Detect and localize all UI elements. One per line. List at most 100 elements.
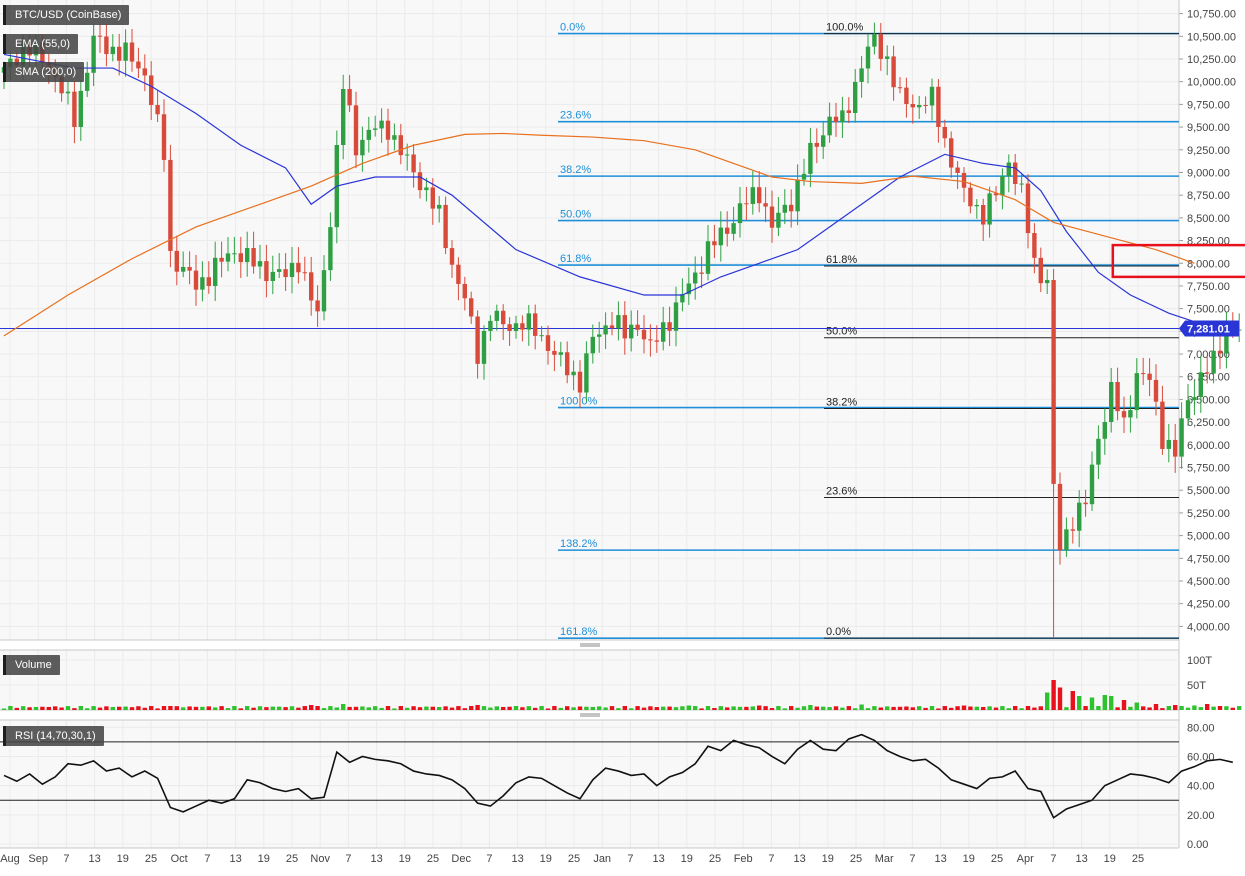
volume-bar — [1205, 704, 1210, 710]
candle — [488, 320, 493, 331]
candle — [609, 325, 615, 329]
candle — [225, 253, 231, 262]
candle — [379, 120, 384, 129]
candle — [577, 371, 583, 393]
volume-bar — [763, 706, 768, 710]
volume-bar — [789, 706, 794, 710]
volume-bar — [1006, 708, 1011, 710]
candle — [718, 227, 723, 246]
volume-bar — [654, 707, 659, 710]
volume-bar — [1173, 705, 1178, 710]
volume-bar — [1128, 706, 1133, 710]
x-tick-label: Aug — [0, 853, 20, 865]
volume-bar — [46, 706, 51, 710]
x-tick-label: 7 — [909, 853, 915, 865]
volume-bar — [1166, 706, 1171, 710]
candle — [520, 323, 525, 330]
x-tick-label: Oct — [171, 853, 188, 865]
y-tick-label: 5,000.00 — [1187, 531, 1230, 543]
volume-bar — [1102, 695, 1107, 710]
candle — [1179, 418, 1184, 457]
volume-bar — [219, 706, 224, 710]
rsi-tick-label: 60.00 — [1187, 751, 1215, 763]
candle — [1147, 373, 1152, 380]
volume-tick-label: 50T — [1187, 680, 1206, 692]
candle — [149, 75, 154, 106]
x-tick-label: 13 — [1075, 853, 1087, 865]
candle — [200, 277, 205, 290]
volume-bar — [891, 706, 896, 710]
volume-bar — [1025, 706, 1031, 710]
volume-bar — [603, 707, 608, 710]
y-tick-label: 5,250.00 — [1187, 508, 1230, 520]
candle — [507, 324, 512, 331]
volume-bar — [85, 708, 90, 710]
candle — [744, 203, 749, 205]
volume-bar — [1, 708, 7, 710]
x-tick-label: 7 — [63, 853, 69, 865]
candle — [494, 310, 499, 321]
candle — [1224, 328, 1229, 354]
ema-legend[interactable]: EMA (55,0) — [3, 34, 79, 54]
volume-bar — [1013, 706, 1018, 710]
candle — [763, 203, 768, 207]
volume-series — [1, 680, 1242, 710]
volume-bar — [1083, 706, 1088, 710]
candle — [533, 313, 538, 336]
candle — [123, 42, 128, 61]
volume-bar — [1198, 707, 1203, 710]
volume-bar — [117, 706, 122, 710]
candle — [1019, 183, 1024, 185]
volume-bar — [520, 707, 525, 710]
volume-bar — [686, 705, 691, 710]
candle — [571, 371, 576, 376]
volume-bar — [1192, 705, 1197, 710]
candle — [213, 257, 218, 286]
volume-bar — [136, 706, 141, 710]
candle — [686, 283, 691, 295]
fib-blue-label: 0.0% — [560, 22, 585, 34]
volume-bar — [597, 706, 602, 710]
x-tick-label: 25 — [427, 853, 439, 865]
volume-label[interactable]: Volume — [3, 655, 60, 675]
sma-legend[interactable]: SMA (200,0) — [3, 62, 85, 82]
candle — [309, 272, 314, 301]
x-tick-label: 13 — [934, 853, 946, 865]
candle — [97, 35, 103, 37]
candle — [206, 277, 211, 286]
volume-bar — [481, 706, 487, 710]
volume-bar — [449, 707, 455, 710]
volume-bar — [33, 707, 39, 710]
volume-bar — [923, 707, 928, 710]
volume-bar — [712, 707, 717, 710]
y-tick-label: 4,250.00 — [1187, 599, 1230, 611]
candle — [1185, 400, 1191, 419]
volume-bar — [347, 706, 352, 710]
candle — [936, 86, 941, 128]
candle — [59, 77, 64, 94]
volume-bar — [245, 706, 250, 710]
volume-bar — [321, 708, 327, 710]
y-tick-label: 6,750.00 — [1187, 372, 1230, 384]
volume-bar — [392, 708, 397, 710]
fib-black-label: 61.8% — [826, 254, 857, 266]
volume-bar — [494, 706, 499, 710]
volume-bar — [853, 708, 858, 710]
candle — [174, 250, 179, 272]
volume-bar — [872, 706, 877, 710]
symbol-label[interactable]: BTC/USD (CoinBase) — [3, 5, 130, 25]
volume-bar — [149, 706, 154, 710]
candle — [411, 154, 416, 173]
rsi-tick-label: 0.00 — [1187, 839, 1208, 851]
candle — [110, 46, 115, 55]
candle — [1038, 257, 1043, 284]
y-tick-label: 9,750.00 — [1187, 99, 1230, 111]
rsi-label[interactable]: RSI (14,70,30,1) — [3, 726, 104, 746]
fib-black-label: 0.0% — [826, 626, 851, 638]
candle — [737, 203, 743, 224]
volume-bar — [161, 706, 167, 710]
x-tick-label: Apr — [1017, 853, 1034, 865]
candle — [782, 204, 787, 213]
volume-bar — [296, 707, 301, 710]
